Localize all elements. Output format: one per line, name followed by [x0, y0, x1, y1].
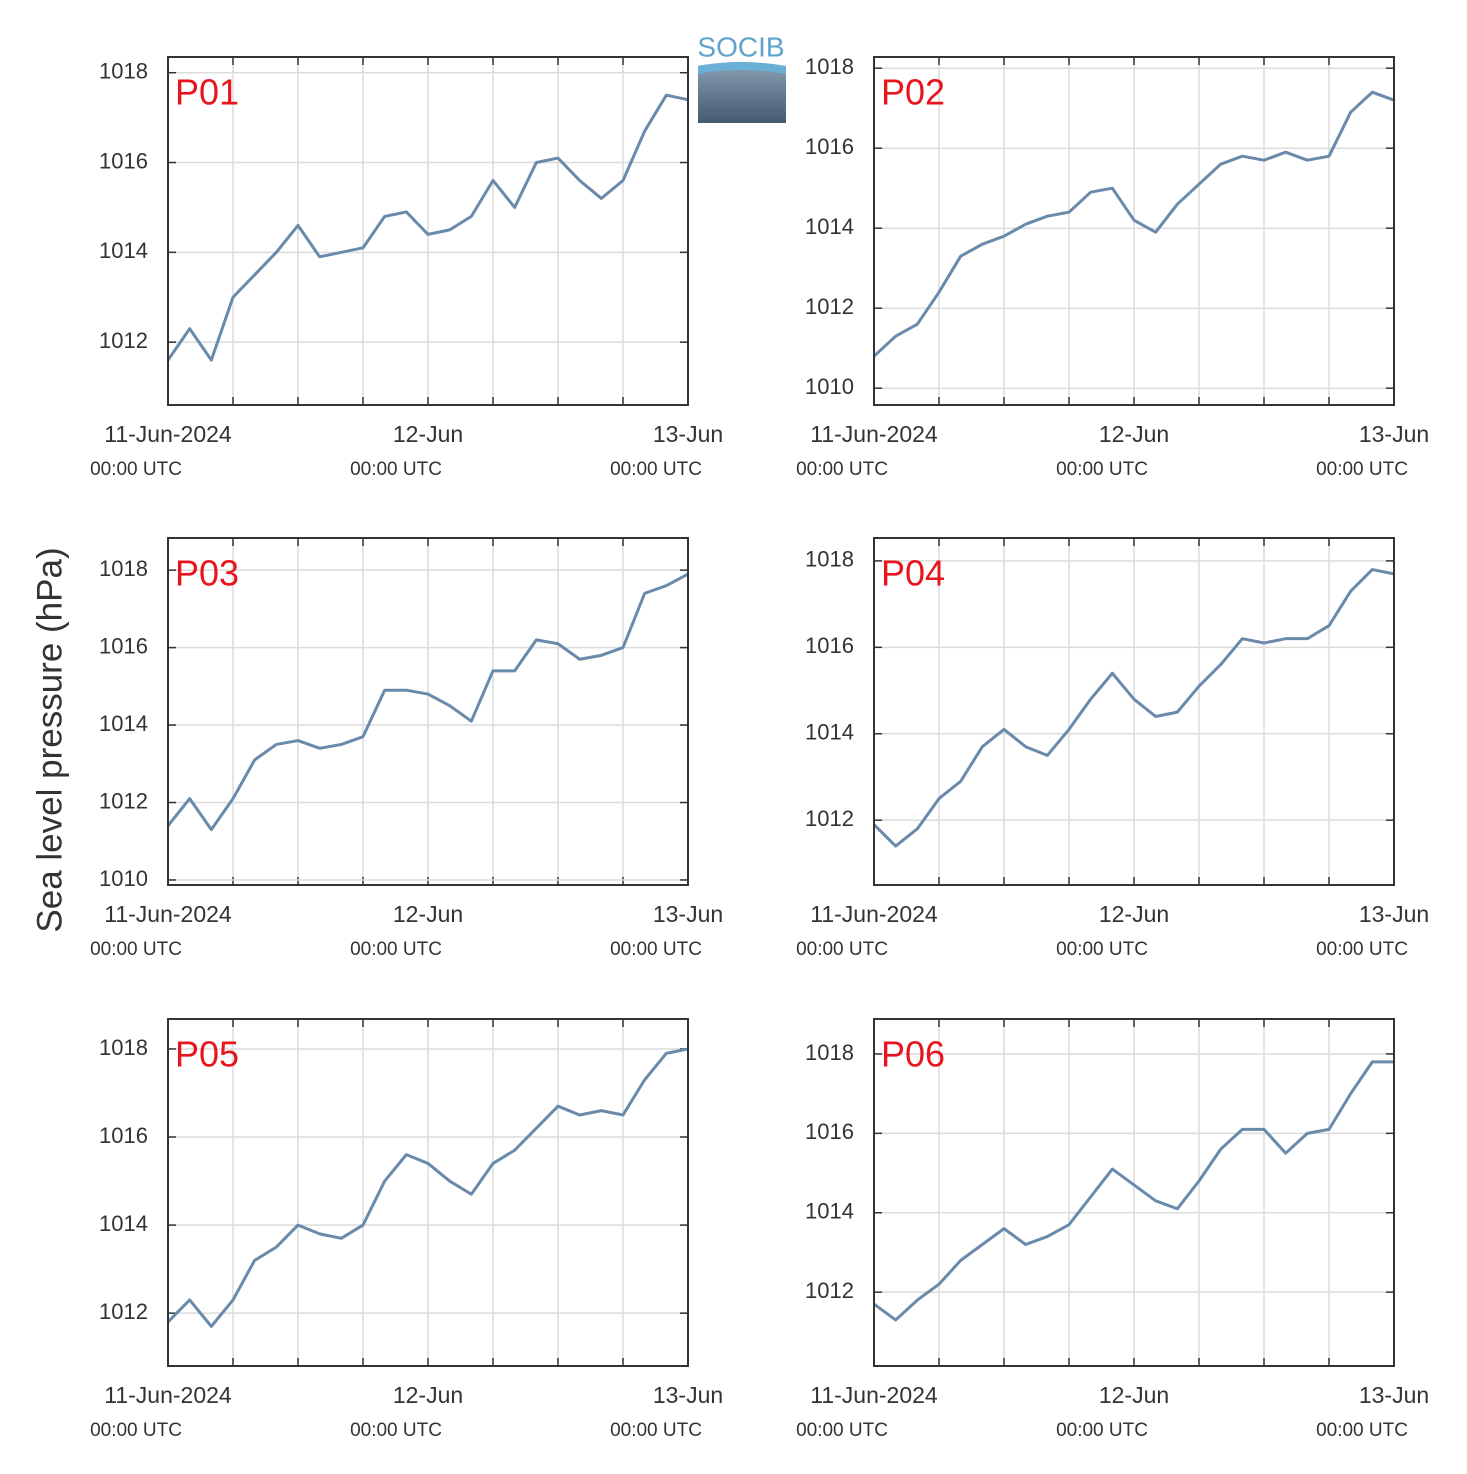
y-tick-label: 1012: [805, 294, 854, 319]
x-tick-label: 00:00 UTC: [1316, 459, 1408, 480]
x-tick-label: 00:00 UTC: [90, 1420, 182, 1441]
x-tick-label: 00:00 UTC: [610, 939, 702, 960]
y-tick-label: 1016: [805, 134, 854, 159]
data-line: [166, 572, 689, 832]
data-line: [166, 93, 689, 362]
plot-frame: [873, 537, 1395, 886]
y-tick-label: 1012: [99, 788, 148, 813]
logo-wave: [698, 62, 786, 74]
y-tick-label: 1012: [805, 806, 854, 831]
y-axis-label: Sea level pressure (hPa): [30, 547, 69, 932]
data-line: [166, 1047, 689, 1328]
x-tick-label: 00:00 UTC: [1056, 459, 1148, 480]
x-tick-label: 12-Jun: [393, 421, 463, 447]
y-tick-label: 1016: [805, 633, 854, 658]
x-tick-label: 11-Jun-2024: [810, 421, 938, 447]
panel-title: P03: [175, 553, 239, 594]
x-tick-label: 00:00 UTC: [90, 939, 182, 960]
panel-title: P04: [881, 553, 945, 594]
x-tick-label: 11-Jun-2024: [104, 901, 232, 927]
x-tick-label: 13-Jun: [1359, 901, 1429, 927]
y-tick-label: 1018: [805, 547, 854, 572]
x-tick-label: 11-Jun-2024: [104, 1382, 232, 1408]
logo-shape: [698, 62, 786, 123]
y-tick-label: 1014: [99, 1211, 148, 1236]
y-tick-label: 1010: [99, 866, 148, 891]
y-tick-label: 1016: [99, 1123, 148, 1148]
y-tick-label: 1014: [805, 214, 854, 239]
y-tick-label: 1012: [99, 1299, 148, 1324]
y-tick-label: 1016: [805, 1119, 854, 1144]
y-tick-label: 1016: [99, 633, 148, 658]
x-tick-label: 00:00 UTC: [610, 459, 702, 480]
y-tick-label: 1010: [805, 374, 854, 399]
y-tick-label: 1014: [99, 711, 148, 736]
plot-frame: [873, 1018, 1395, 1367]
y-tick-label: 1018: [99, 1035, 148, 1060]
data-line: [872, 568, 1395, 848]
y-tick-label: 1016: [99, 148, 148, 173]
x-tick-label: 00:00 UTC: [1316, 1420, 1408, 1441]
x-tick-label: 00:00 UTC: [610, 1420, 702, 1441]
x-tick-label: 00:00 UTC: [1056, 939, 1148, 960]
plot-frame: [167, 537, 689, 886]
x-tick-label: 00:00 UTC: [350, 459, 442, 480]
y-tick-label: 1018: [99, 59, 148, 84]
x-tick-label: 11-Jun-2024: [810, 901, 938, 927]
plot-frame: [167, 56, 689, 406]
y-tick-label: 1014: [99, 238, 148, 263]
plot-frame: [167, 1018, 689, 1367]
x-tick-label: 00:00 UTC: [796, 459, 888, 480]
data-line: [873, 1060, 1394, 1322]
x-tick-label: 11-Jun-2024: [104, 421, 232, 447]
x-tick-label: 00:00 UTC: [1056, 1420, 1148, 1441]
x-tick-label: 12-Jun: [1099, 901, 1169, 927]
y-tick-label: 1014: [805, 1199, 854, 1224]
x-tick-label: 11-Jun-2024: [810, 1382, 938, 1408]
x-tick-label: 00:00 UTC: [350, 1420, 442, 1441]
panel-title: P05: [175, 1034, 239, 1075]
x-tick-label: 12-Jun: [1099, 421, 1169, 447]
x-tick-label: 12-Jun: [393, 901, 463, 927]
x-tick-label: 13-Jun: [653, 901, 723, 927]
x-tick-label: 00:00 UTC: [90, 459, 182, 480]
x-tick-label: 12-Jun: [1099, 1382, 1169, 1408]
y-tick-label: 1012: [805, 1278, 854, 1303]
x-tick-label: 00:00 UTC: [796, 939, 888, 960]
plot-frame: [873, 56, 1395, 406]
data-line: [872, 90, 1395, 358]
logo-text: SOCIB: [697, 31, 784, 62]
x-tick-label: 13-Jun: [1359, 421, 1429, 447]
x-tick-label: 00:00 UTC: [1316, 939, 1408, 960]
x-tick-label: 00:00 UTC: [796, 1420, 888, 1441]
panel-title: P01: [175, 72, 239, 113]
y-tick-label: 1014: [805, 720, 854, 745]
panel-title: P06: [881, 1034, 945, 1075]
y-tick-label: 1018: [99, 556, 148, 581]
logo: SOCIB: [697, 31, 786, 123]
y-tick-label: 1018: [805, 1040, 854, 1065]
y-tick-label: 1012: [99, 328, 148, 353]
x-tick-label: 13-Jun: [653, 1382, 723, 1408]
x-tick-label: 12-Jun: [393, 1382, 463, 1408]
y-tick-label: 1018: [805, 54, 854, 79]
x-tick-label: 13-Jun: [653, 421, 723, 447]
panel-title: P02: [881, 72, 945, 113]
x-tick-label: 13-Jun: [1359, 1382, 1429, 1408]
x-tick-label: 00:00 UTC: [350, 939, 442, 960]
